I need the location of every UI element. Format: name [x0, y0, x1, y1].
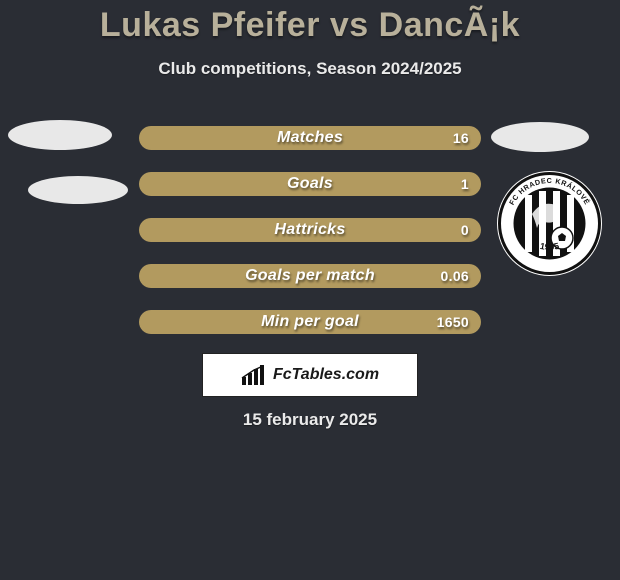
bar-matches: Matches 16 — [139, 126, 481, 150]
bar-label: Matches — [139, 126, 481, 150]
snapshot-date: 15 february 2025 — [0, 410, 620, 430]
bar-value: 1650 — [437, 310, 469, 334]
bar-chart-icon — [241, 364, 267, 386]
right-avatar-placeholder — [491, 122, 589, 152]
bar-label: Hattricks — [139, 218, 481, 242]
bar-label: Goals per match — [139, 264, 481, 288]
page-subtitle: Club competitions, Season 2024/2025 — [0, 59, 620, 79]
avatar-ellipse-2 — [28, 176, 128, 204]
club-crest-icon: FC HRADEC KRÁLOVÉ 1905 — [497, 171, 602, 276]
source-badge: FcTables.com — [202, 353, 418, 397]
bar-value: 0 — [461, 218, 469, 242]
bar-goals-per-match: Goals per match 0.06 — [139, 264, 481, 288]
bar-goals: Goals 1 — [139, 172, 481, 196]
bar-label: Goals — [139, 172, 481, 196]
source-badge-text: FcTables.com — [273, 366, 379, 384]
bar-value: 1 — [461, 172, 469, 196]
avatar-ellipse-1 — [8, 120, 112, 150]
club-logo-ring: FC HRADEC KRÁLOVÉ 1905 — [497, 171, 602, 276]
club-logo: FC HRADEC KRÁLOVÉ 1905 — [497, 171, 602, 276]
bar-hattricks: Hattricks 0 — [139, 218, 481, 242]
page-title: Lukas Pfeifer vs DancÃ¡k — [0, 0, 620, 45]
stats-bars: Matches 16 Goals 1 Hattricks 0 Goals per… — [139, 126, 481, 356]
bar-min-per-goal: Min per goal 1650 — [139, 310, 481, 334]
left-avatar-placeholders — [8, 120, 128, 204]
bar-value: 0.06 — [441, 264, 469, 288]
bar-value: 16 — [453, 126, 469, 150]
bar-label: Min per goal — [139, 310, 481, 334]
